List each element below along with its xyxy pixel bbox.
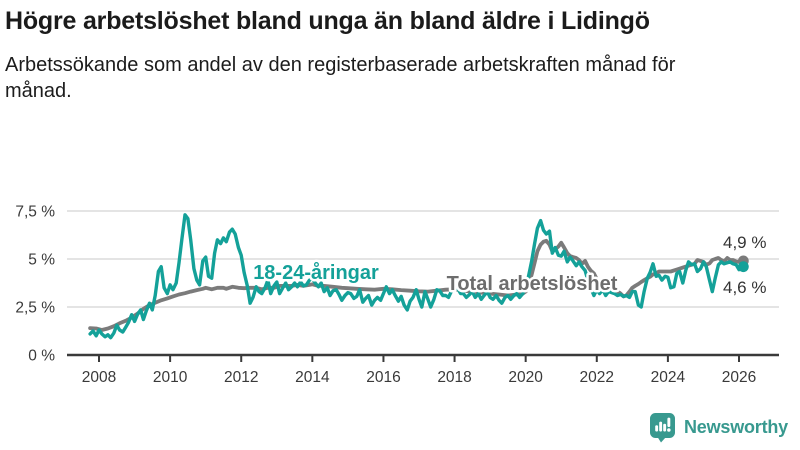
total-line [88,238,744,332]
youth-end-dot [737,261,749,273]
chart-header: Högre arbetslöshet bland unga än bland ä… [5,2,795,104]
x-axis-tick-label: 2012 [224,369,258,386]
x-axis-tick-label: 2016 [366,369,400,386]
x-axis-tick-label: 2026 [722,369,756,386]
x-axis-tick-label: 2020 [508,369,543,386]
y-axis-tick-label: 5 % [28,252,55,269]
chart-title: Högre arbetslöshet bland unga än bland ä… [5,7,650,35]
chart-subtitle: Arbetssökande som andel av den registerb… [5,53,676,102]
y-axis-tick-label: 0 % [28,348,55,365]
x-axis-tick-label: 2022 [580,369,614,386]
x-axis-tick-label: 2024 [651,369,686,386]
x-axis-tick-label: 2018 [437,369,471,386]
newsworthy-logo-icon [649,412,677,443]
y-axis-tick-label: 2,5 % [15,300,55,317]
x-axis-tick-label: 2010 [153,369,188,386]
youth-end-value-label: 4,6 % [723,278,766,297]
youth-line [88,213,744,340]
x-axis-tick-label: 2008 [82,369,116,386]
youth-series-label: 18-24-åringar [253,261,379,284]
total-end-value-label: 4,9 % [723,233,766,252]
total-series-label: Total arbetslöshet [447,273,618,295]
newsworthy-logo[interactable]: Newsworthy [649,412,788,443]
y-axis-tick-label: 7,5 % [15,204,55,221]
speech-bubble-bar-chart-icon [649,413,675,443]
newsworthy-logo-text: Newsworthy [683,417,788,437]
x-axis-tick-label: 2014 [295,369,330,386]
